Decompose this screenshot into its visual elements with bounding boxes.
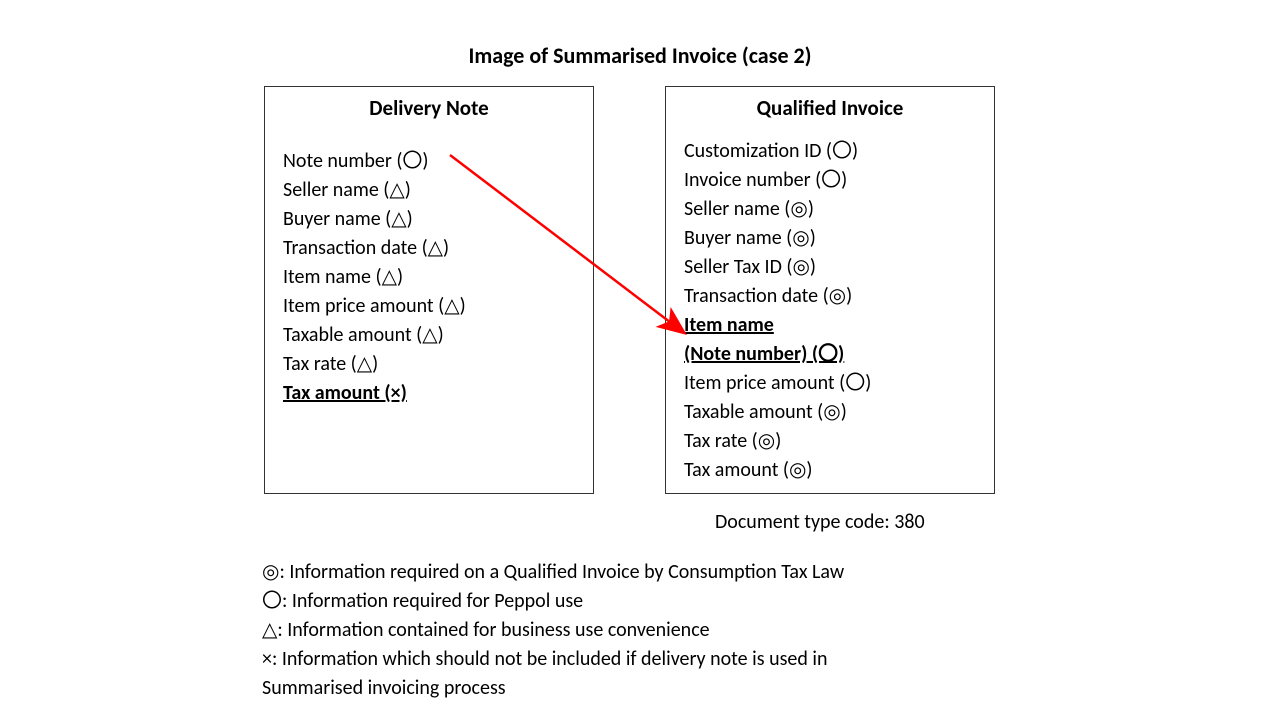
delivery-note-items: Note number (〇)Seller name (△)Buyer name… [283, 137, 575, 408]
field-line: Note number (〇) [283, 147, 575, 176]
field-line: Tax rate (◎) [684, 427, 976, 456]
qualified-invoice-title: Qualified Invoice [684, 95, 976, 121]
field-line: Item name [684, 311, 976, 340]
legend-line: ×: Information which should not be inclu… [262, 645, 844, 674]
document-type-code: Document type code: 380 [715, 510, 925, 534]
legend-line: △: Information contained for business us… [262, 616, 844, 645]
field-line: Tax amount (◎) [684, 456, 976, 485]
qualified-invoice-items: Customization ID (〇)Invoice number (〇)Se… [684, 137, 976, 485]
legend-line: ◎: Information required on a Qualified I… [262, 558, 844, 587]
field-line: Seller name (◎) [684, 195, 976, 224]
delivery-note-box: Delivery Note Note number (〇)Seller name… [264, 86, 594, 494]
legend-line: Summarised invoicing process [262, 674, 844, 703]
field-line: Seller name (△) [283, 176, 575, 205]
qualified-invoice-box: Qualified Invoice Customization ID (〇)In… [665, 86, 995, 494]
field-line: Item price amount (△) [283, 292, 575, 321]
field-line: Buyer name (◎) [684, 224, 976, 253]
slide-root: Image of Summarised Invoice (case 2) Del… [0, 0, 1280, 720]
slide-title: Image of Summarised Invoice (case 2) [0, 42, 1280, 69]
field-line: Transaction date (◎) [684, 282, 976, 311]
legend: ◎: Information required on a Qualified I… [262, 558, 844, 703]
field-line: (Note number) (〇) [684, 340, 976, 369]
field-line: Tax rate (△) [283, 350, 575, 379]
field-line: Item price amount (〇) [684, 369, 976, 398]
field-line: Taxable amount (△) [283, 321, 575, 350]
field-line: Seller Tax ID (◎) [684, 253, 976, 282]
field-line: Item name (△) [283, 263, 575, 292]
field-line: Invoice number (〇) [684, 166, 976, 195]
legend-line: 〇: Information required for Peppol use [262, 587, 844, 616]
field-line: Customization ID (〇) [684, 137, 976, 166]
field-line: Taxable amount (◎) [684, 398, 976, 427]
delivery-note-title: Delivery Note [283, 95, 575, 121]
field-line: Buyer name (△) [283, 205, 575, 234]
field-line: Tax amount (×) [283, 379, 575, 408]
field-line: Transaction date (△) [283, 234, 575, 263]
